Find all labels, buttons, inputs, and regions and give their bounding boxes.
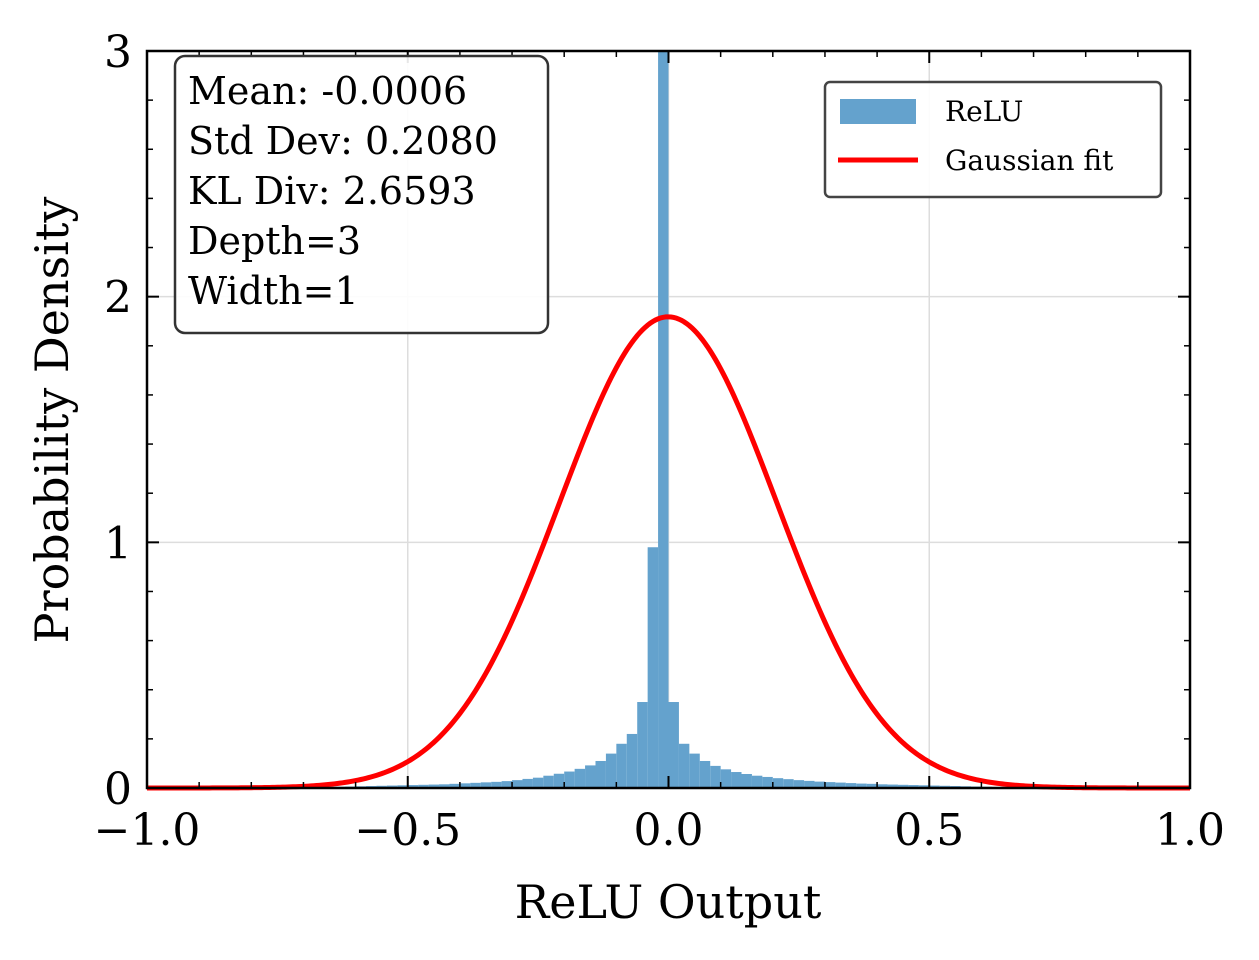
histogram-bar	[658, 51, 669, 788]
histogram-bar	[418, 784, 429, 788]
y-tick-label: 1	[104, 518, 132, 569]
histogram-bar	[459, 783, 471, 788]
legend-label-relu: ReLU	[945, 95, 1023, 128]
gaussian-fit-curve	[146, 314, 1190, 791]
histogram-bar	[887, 784, 898, 788]
histogram-bar	[751, 775, 763, 788]
x-tick-label: 0.5	[894, 805, 964, 856]
y-tick-label: 0	[104, 764, 132, 815]
histogram-bar	[512, 780, 523, 788]
histogram-bar	[480, 782, 492, 788]
histogram-bar	[605, 753, 617, 788]
histogram-bar	[532, 777, 544, 788]
histogram-bar	[897, 784, 909, 788]
histogram-bar	[689, 753, 700, 788]
histogram-bar	[595, 760, 606, 788]
histogram-bar	[616, 743, 627, 788]
x-tick-label: −0.5	[354, 805, 461, 856]
stats-box: Mean: -0.0006 Std Dev: 0.2080 KL Div: 2.…	[173, 54, 550, 335]
histogram-bar	[626, 733, 638, 788]
stats-box-frame	[173, 54, 550, 335]
y-tick-label: 2	[104, 273, 132, 324]
stats-width: Width=1	[188, 269, 359, 313]
histogram-bar	[793, 780, 805, 788]
histogram-bar	[585, 765, 596, 788]
stats-depth: Depth=3	[188, 219, 361, 263]
histogram-bar	[720, 769, 732, 788]
histogram-bar	[449, 783, 460, 788]
gaussian-curve-layer	[146, 314, 1190, 791]
histogram-bar	[439, 784, 450, 788]
histogram-bar	[637, 702, 648, 788]
legend: ReLU Gaussian fit	[823, 80, 1163, 199]
histogram-bar	[543, 775, 554, 788]
stats-std-dev: Std Dev: 0.2080	[188, 119, 498, 163]
stats-kl-div: KL Div: 2.6593	[188, 169, 476, 213]
histogram-bar	[470, 782, 481, 788]
histogram-bar	[699, 760, 711, 788]
stats-mean: Mean: -0.0006	[188, 69, 467, 113]
axis-ticks: −1.0 −0.5 0.0 0.5 1.0 0 1 2 3	[94, 27, 1225, 856]
histogram-bar	[668, 702, 679, 788]
histogram-bar	[553, 773, 565, 788]
histogram-bar	[741, 773, 752, 788]
y-axis-label: Probability Density	[25, 197, 79, 644]
histogram-bar	[564, 771, 575, 788]
histogram-bar	[866, 783, 878, 788]
histogram-bar	[397, 785, 408, 788]
histogram-bar	[814, 781, 825, 788]
histogram-bar	[762, 776, 773, 788]
histogram-bar	[856, 783, 867, 788]
x-tick-label: 0.0	[634, 805, 704, 856]
x-axis-label: ReLU Output	[515, 875, 822, 929]
histogram-bar	[908, 785, 919, 788]
histogram-bar	[501, 781, 513, 788]
histogram-bar	[772, 778, 784, 788]
histogram-bar	[407, 785, 419, 788]
histogram-bar	[647, 547, 659, 788]
histogram-bar	[428, 784, 440, 788]
histogram-bar	[678, 743, 690, 788]
histogram-bar	[522, 778, 533, 788]
histogram-bar	[918, 785, 930, 788]
histogram-bar	[877, 784, 888, 788]
histogram-bar	[574, 768, 586, 788]
legend-swatch-relu	[840, 99, 916, 124]
x-tick-label: 1.0	[1155, 805, 1225, 856]
histogram-bar	[845, 783, 857, 788]
histogram-bar	[731, 772, 742, 788]
histogram-bar	[710, 765, 721, 788]
histogram-bar	[835, 782, 846, 788]
histogram-bar	[783, 779, 794, 788]
histogram-bar	[804, 780, 815, 788]
histogram-bar	[824, 782, 836, 788]
y-tick-label: 3	[104, 27, 132, 78]
histogram-bar	[491, 781, 502, 788]
legend-label-gaussian: Gaussian fit	[945, 144, 1114, 177]
x-tick-label: −1.0	[94, 805, 201, 856]
